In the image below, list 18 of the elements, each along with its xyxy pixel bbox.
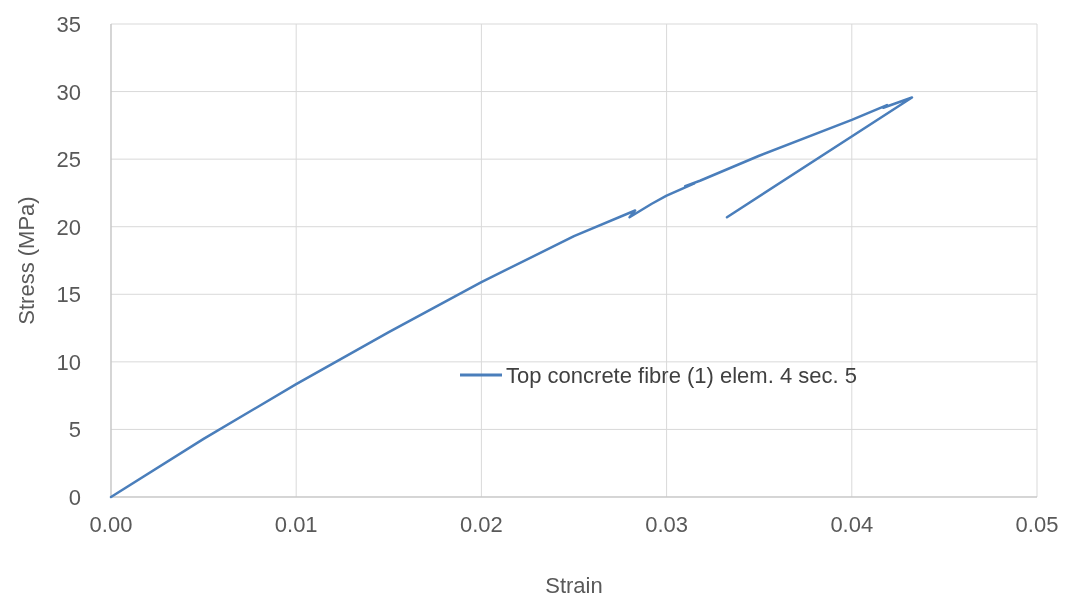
x-tick-label: 0.05 bbox=[1015, 512, 1059, 537]
y-tick-label: 15 bbox=[56, 282, 81, 308]
y-tick-label: 20 bbox=[56, 214, 81, 240]
y-tick-label: 5 bbox=[68, 417, 81, 443]
y-tick-label: 35 bbox=[56, 12, 81, 37]
x-axis-title: Strain bbox=[545, 573, 603, 598]
y-axis-title: Stress (MPa) bbox=[14, 196, 39, 325]
y-tick-label: 0 bbox=[68, 485, 81, 510]
line-series bbox=[109, 96, 914, 499]
y-tick-label: 30 bbox=[56, 79, 81, 105]
legend-label: Top concrete fibre (1) elem. 4 sec. 5 bbox=[506, 363, 857, 388]
y-tick-label: 25 bbox=[56, 147, 81, 173]
x-tick-label: 0.03 bbox=[645, 512, 689, 537]
y-tick-label: 10 bbox=[56, 349, 81, 375]
x-tick-label: 0.04 bbox=[830, 512, 874, 537]
x-tick-label: 0.00 bbox=[89, 512, 133, 537]
x-tick-label: 0.02 bbox=[459, 512, 503, 537]
x-tick-label: 0.01 bbox=[274, 512, 318, 537]
